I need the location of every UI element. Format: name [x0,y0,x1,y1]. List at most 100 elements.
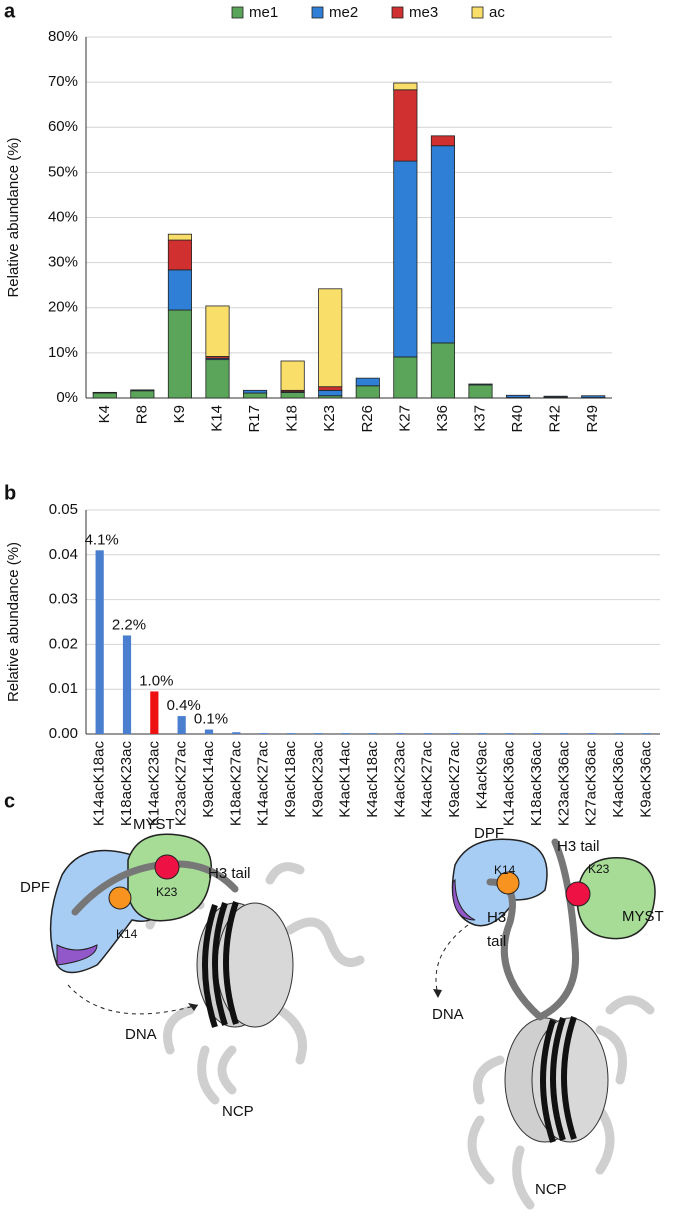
legend-swatch [471,6,484,19]
x-tick-label: K14acK23ac [145,741,162,827]
bar-segment [167,269,192,311]
bar-segment [130,389,155,392]
x-tick-label: K4acK18ac [364,741,381,818]
y-tick-label: 30% [48,254,78,271]
legend-label: me3 [409,4,438,21]
panel-label: c [4,790,15,812]
bar [286,733,296,734]
y-tick-label: 0% [56,389,78,406]
x-tick-label: K23acK27ac [173,741,190,827]
k23-site [565,881,591,907]
label: K14 [116,927,138,941]
bar-segment [430,135,455,147]
label: H3 [487,909,506,926]
bar [450,733,460,734]
bar [532,733,542,734]
bar [259,733,268,734]
x-tick-label: K14acK27ac [255,741,272,827]
x-tick-label: R17 [246,405,263,433]
bar [560,733,569,734]
value-label: 1.0% [139,672,173,689]
bar-segment [506,394,531,398]
k23-site [154,854,180,880]
dna-strand [467,995,655,1210]
bar-segment [355,377,380,387]
y-tick-label: 40% [48,208,78,225]
bar [122,635,132,734]
arrow [67,984,199,1015]
x-tick-label: K4acK27ac [419,741,436,818]
x-tick-label: K27acK36ac [583,741,600,827]
x-tick-label: K18acK23ac [118,741,135,827]
diagram-left: DPF MYST H3 tail K14 K23 DNA NCP [20,816,365,1120]
y-tick-label: 20% [48,299,78,316]
bar [614,733,624,734]
arrowhead [433,989,442,998]
x-tick-label: K23 [321,405,338,432]
legend-label: ac [489,4,505,21]
x-tick-label: K14acK18ac [91,741,108,827]
bar [95,550,104,734]
y-tick-label: 0.05 [49,501,78,518]
label: tail [487,933,506,950]
bar-segment [130,390,155,399]
arrow [435,924,469,996]
bar-segment [280,360,305,391]
x-tick-label: K14acK36ac [501,741,518,827]
y-tick-label: 0.04 [49,546,78,563]
label: DNA [125,1026,157,1043]
label: DPF [474,825,504,842]
y-tick-label: 10% [48,344,78,361]
x-tick-label: K4acK23ac [391,741,408,818]
bar-segment [543,395,568,398]
arrowhead [188,1003,198,1011]
k14-site [108,886,132,910]
x-tick-label: K14 [208,405,225,432]
y-tick-label: 0.03 [49,591,78,608]
y-tick-label: 50% [48,163,78,180]
y-axis-title: Relative abundance (%) [5,542,22,702]
label: NCP [535,1181,567,1198]
bar [232,732,241,734]
x-tick-label: K23acK36ac [555,741,572,827]
x-tick-label: R42 [547,405,564,433]
x-tick-label: K37 [471,405,488,432]
value-label: 0.4% [167,697,201,714]
label: MYST [133,816,175,833]
legend-label: me1 [249,4,278,21]
bar [314,733,323,734]
bar [150,691,159,734]
bar-segment [355,385,380,399]
bar [423,733,432,734]
x-tick-label: K4acK36ac [610,741,627,818]
k14-site [496,871,520,895]
value-label: 2.2% [112,616,146,633]
bar-segment [393,356,418,399]
bar-segment [167,239,192,271]
nucleosome [531,1017,609,1143]
y-tick-label: 0.02 [49,635,78,652]
bar [396,733,405,734]
y-tick-label: 0.00 [49,725,78,742]
label: K23 [156,885,178,899]
legend-swatch [231,6,244,19]
value-label: 4.1% [85,531,119,548]
bar-segment [393,82,418,91]
bar-segment [393,160,418,358]
legend-swatch [311,6,324,19]
bar [368,733,378,734]
x-tick-label: R49 [584,405,601,433]
label: H3 tail [208,865,251,882]
x-tick-label: R40 [509,405,526,433]
bar-segment [167,309,192,399]
label: DNA [432,1006,464,1023]
bar-segment [167,233,192,241]
x-tick-label: K9acK27ac [446,741,463,818]
legend-swatch [391,6,404,19]
bar-segment [92,392,117,399]
y-tick-label: 0.01 [49,680,78,697]
x-tick-label: K18 [284,405,301,432]
bar-segment [243,392,268,399]
x-tick-label: K27 [396,405,413,432]
